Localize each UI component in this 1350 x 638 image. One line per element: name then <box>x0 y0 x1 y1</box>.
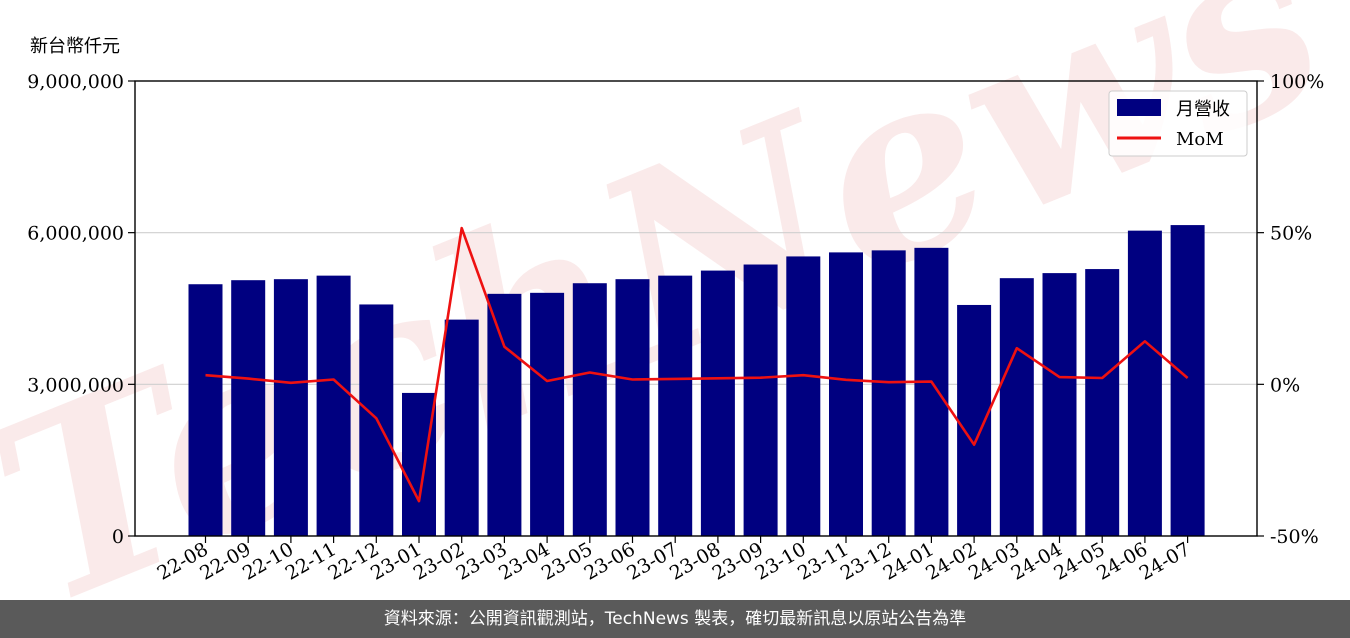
bar-24-07 <box>1170 225 1205 537</box>
bar-23-01 <box>402 392 436 536</box>
source-footer: 資料來源：公開資訊觀測站，TechNews 製表，確切最新訊息以原站公告為準 <box>0 600 1350 638</box>
bar-23-04 <box>530 292 565 536</box>
right-tick-label: -50% <box>1270 526 1319 548</box>
bar-24-04 <box>1042 273 1077 536</box>
bar-23-09 <box>743 264 778 536</box>
bar-22-11 <box>316 275 351 536</box>
right-tick-label: 100% <box>1270 71 1324 93</box>
mom-line-series <box>205 226 1189 503</box>
right-tick-label: 50% <box>1270 223 1312 245</box>
bar-23-02 <box>444 319 479 536</box>
legend: 月營收 MoM <box>1108 90 1248 157</box>
right-tick-label: 0% <box>1270 374 1300 396</box>
legend-line-label: MoM <box>1176 129 1224 150</box>
bar-24-03 <box>999 278 1034 536</box>
bar-24-06 <box>1127 230 1162 536</box>
bar-23-10 <box>786 256 821 536</box>
bar-23-05 <box>572 283 607 536</box>
right-y-axis: -50% 0% 50% 100% <box>1257 71 1324 548</box>
left-tick-label: 9,000,000 <box>27 71 124 93</box>
legend-bar-label: 月營收 <box>1176 99 1230 120</box>
bar-23-03 <box>487 293 522 536</box>
left-tick-label: 0 <box>112 526 124 548</box>
bar-23-06 <box>615 279 650 536</box>
plot-frame <box>134 80 1258 537</box>
bar-22-08 <box>188 284 223 536</box>
left-y-axis: 0 3,000,000 6,000,000 9,000,000 <box>27 71 135 548</box>
left-tick-label: 6,000,000 <box>27 223 124 245</box>
legend-bar-swatch <box>1117 99 1161 116</box>
bar-23-07 <box>658 275 693 536</box>
bar-22-09 <box>231 280 266 536</box>
bar-23-11 <box>829 252 863 536</box>
bar-23-08 <box>700 270 735 536</box>
bar-23-12 <box>871 250 906 536</box>
bar-series <box>188 225 1205 537</box>
bar-22-10 <box>273 279 308 536</box>
left-tick-label: 3,000,000 <box>27 374 124 396</box>
y-axis-unit-label: 新台幣仟元 <box>30 36 120 57</box>
bar-24-01 <box>914 247 949 537</box>
bar-24-05 <box>1085 269 1120 536</box>
mom-line <box>205 226 1189 503</box>
